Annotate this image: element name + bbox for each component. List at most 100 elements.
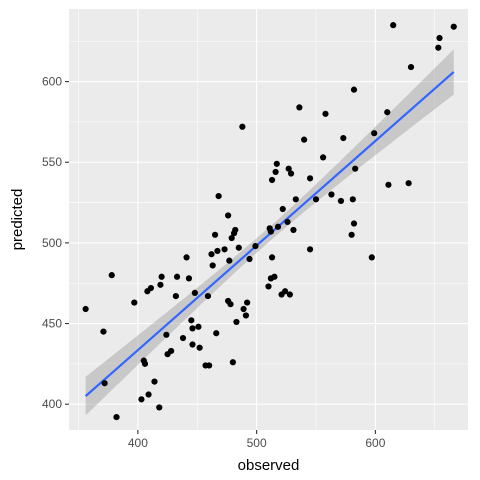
plot-panel <box>69 9 468 430</box>
data-point <box>287 170 295 177</box>
y-tick-label: 400 <box>42 397 62 411</box>
data-point <box>239 123 246 130</box>
data-point <box>147 284 155 292</box>
x-axis-title: observed <box>238 457 300 474</box>
data-point <box>232 226 239 234</box>
data-points <box>82 22 457 421</box>
data-point <box>385 181 392 188</box>
data-point <box>436 34 443 42</box>
data-point <box>349 196 356 203</box>
data-point <box>191 289 198 296</box>
data-point <box>267 228 274 235</box>
data-point <box>211 231 219 238</box>
data-point <box>185 275 193 282</box>
data-point <box>246 255 253 263</box>
data-point <box>290 226 297 234</box>
data-point <box>179 334 187 342</box>
data-point <box>337 197 345 205</box>
data-point <box>407 63 415 71</box>
data-point <box>196 344 203 351</box>
data-point <box>131 299 138 306</box>
data-point <box>405 180 412 187</box>
y-axis-title: predicted <box>9 189 26 251</box>
y-tick-label: 550 <box>42 155 62 169</box>
x-tick-label: 400 <box>128 436 148 450</box>
data-point <box>435 44 442 51</box>
data-point <box>214 247 221 255</box>
data-point <box>188 317 195 324</box>
major-gridlines <box>69 9 468 430</box>
data-point <box>141 360 149 367</box>
data-point <box>215 193 222 200</box>
data-point <box>368 254 375 261</box>
data-point <box>306 246 314 253</box>
data-point <box>312 196 320 203</box>
data-point <box>450 23 457 30</box>
axis-ticks: 400 500 600 400 450 500 550 600 <box>42 75 386 450</box>
data-point <box>209 262 216 269</box>
data-point <box>306 175 314 182</box>
data-point <box>168 347 175 355</box>
data-point <box>235 244 242 251</box>
data-point <box>292 196 299 203</box>
data-point <box>268 176 276 184</box>
data-point <box>352 165 359 172</box>
data-point <box>208 251 215 258</box>
data-point <box>384 109 391 116</box>
data-point <box>390 22 397 29</box>
minor-gridlines <box>69 9 468 430</box>
data-point <box>328 191 335 198</box>
data-point <box>173 273 181 280</box>
data-point <box>189 325 196 332</box>
data-point <box>229 359 236 366</box>
data-point <box>233 318 240 326</box>
data-point <box>240 305 247 313</box>
data-point <box>286 291 293 298</box>
y-tick-label: 500 <box>42 236 62 250</box>
data-point <box>151 378 158 385</box>
data-point <box>145 391 152 398</box>
data-point <box>228 234 235 242</box>
y-tick-label: 600 <box>42 75 62 89</box>
data-point <box>221 246 228 253</box>
data-point <box>340 134 347 142</box>
data-point <box>108 272 115 279</box>
data-point <box>225 212 232 219</box>
data-point <box>272 168 279 176</box>
x-tick-label: 600 <box>365 436 385 450</box>
data-point <box>113 413 120 421</box>
data-point <box>189 341 196 348</box>
data-point <box>172 293 179 300</box>
data-point <box>301 136 308 143</box>
data-point <box>285 165 292 172</box>
x-tick-label: 500 <box>247 436 267 450</box>
data-point <box>100 328 107 335</box>
data-point <box>252 243 259 250</box>
data-point <box>158 273 165 280</box>
data-point <box>138 396 145 403</box>
data-point <box>242 312 250 319</box>
data-point <box>274 223 282 230</box>
data-point <box>348 231 355 238</box>
data-point <box>320 154 327 161</box>
data-point <box>195 323 202 330</box>
data-point <box>296 104 303 111</box>
data-point <box>350 220 358 227</box>
data-point <box>273 160 280 167</box>
data-point <box>82 305 89 313</box>
data-point <box>156 404 163 411</box>
data-point <box>213 330 220 337</box>
data-point <box>157 281 164 288</box>
data-point <box>183 254 190 261</box>
data-point <box>265 283 272 290</box>
data-point <box>101 380 108 387</box>
data-point <box>227 301 234 308</box>
data-point <box>284 218 291 226</box>
data-point <box>206 362 213 369</box>
data-point <box>282 288 289 295</box>
data-point <box>163 331 170 338</box>
data-point <box>244 299 251 306</box>
data-point <box>371 130 378 137</box>
data-point <box>322 110 329 117</box>
